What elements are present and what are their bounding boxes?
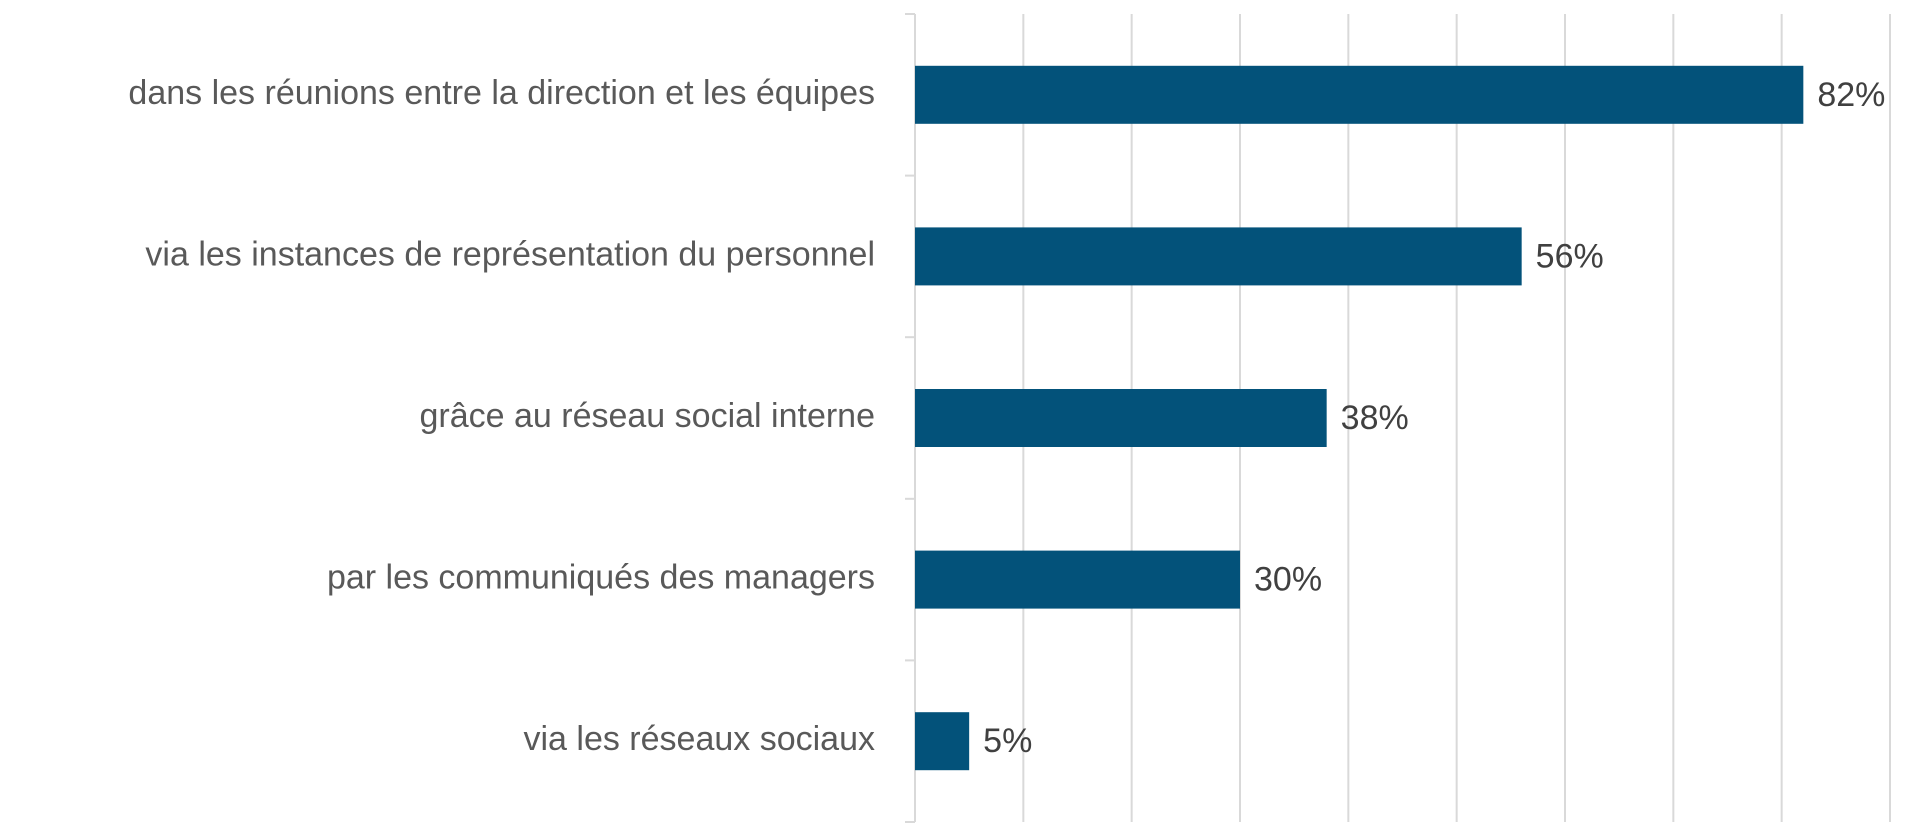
y-tick-label: via les instances de représentation du p…	[145, 235, 875, 273]
y-tick-label: par les communiqués des managers	[327, 559, 875, 597]
y-tick-label: via les réseaux sociaux	[523, 720, 875, 758]
bar	[915, 65, 1804, 124]
value-label: 5%	[983, 722, 1032, 760]
bar	[915, 712, 970, 771]
bar	[915, 227, 1522, 286]
y-tick-label: grâce au réseau social interne	[420, 397, 876, 435]
value-label: 30%	[1254, 561, 1322, 599]
bar	[915, 389, 1327, 447]
value-label: 56%	[1536, 237, 1604, 275]
y-tick-label: dans les réunions entre la direction et …	[128, 74, 875, 112]
value-label: 38%	[1341, 399, 1409, 437]
value-label: 82%	[1817, 76, 1885, 114]
bar	[915, 550, 1240, 609]
